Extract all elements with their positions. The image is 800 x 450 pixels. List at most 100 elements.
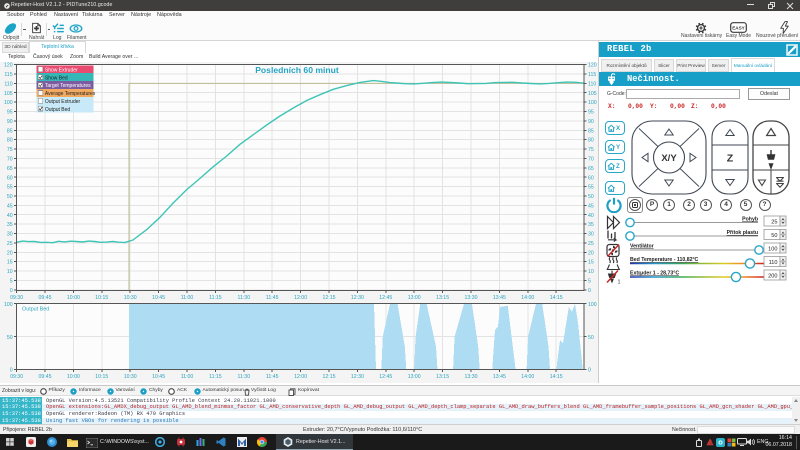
svg-text:25: 25: [588, 241, 594, 247]
svg-text:45: 45: [7, 203, 13, 209]
svg-text:11:00: 11:00: [181, 295, 194, 301]
svg-text:115: 115: [4, 72, 12, 78]
svg-text:10:00: 10:00: [67, 295, 80, 301]
svg-text:Z: Z: [727, 153, 734, 165]
svg-text:Přítok plastu: Přítok plastu: [727, 230, 758, 236]
svg-text:65: 65: [7, 166, 13, 172]
svg-text:11:30: 11:30: [237, 295, 250, 301]
svg-text:50: 50: [7, 335, 13, 341]
svg-text:115: 115: [588, 72, 596, 78]
svg-text:105: 105: [4, 91, 13, 97]
svg-text:X/Y: X/Y: [661, 153, 677, 164]
svg-text:Bed Temperature - 110,82°C: Bed Temperature - 110,82°C: [630, 257, 699, 263]
svg-text:85: 85: [588, 128, 594, 134]
svg-text:15: 15: [588, 260, 594, 266]
svg-text:35: 35: [588, 222, 594, 228]
svg-text:100: 100: [4, 302, 13, 308]
svg-text:10:00: 10:00: [67, 374, 80, 380]
svg-text:Posledních 60 minut: Posledních 60 minut: [255, 65, 339, 75]
svg-text:90: 90: [7, 119, 13, 125]
svg-text:90: 90: [588, 119, 594, 125]
svg-text:100: 100: [588, 302, 597, 308]
svg-text:35: 35: [7, 222, 13, 228]
svg-text:80: 80: [7, 138, 13, 144]
svg-text:95: 95: [588, 110, 594, 116]
svg-text:25: 25: [7, 241, 13, 247]
svg-text:40: 40: [7, 213, 13, 219]
svg-text:0: 0: [10, 288, 13, 294]
svg-text:120: 120: [588, 63, 597, 69]
svg-text:120: 120: [4, 63, 13, 69]
svg-text:14:00: 14:00: [521, 374, 534, 380]
svg-text:45: 45: [588, 203, 594, 209]
svg-text:Output Bed: Output Bed: [45, 107, 71, 113]
svg-text:13:15: 13:15: [436, 374, 449, 380]
svg-text:25: 25: [771, 220, 777, 226]
svg-text:10:30: 10:30: [124, 295, 137, 301]
svg-text:30: 30: [7, 232, 13, 238]
svg-text:12:00: 12:00: [294, 374, 307, 380]
svg-text:12:45: 12:45: [379, 374, 392, 380]
svg-text:Output Bed: Output Bed: [22, 307, 49, 313]
svg-text:105: 105: [588, 91, 597, 97]
svg-text:12:15: 12:15: [323, 374, 336, 380]
svg-text:0: 0: [588, 368, 591, 374]
svg-text:12:30: 12:30: [351, 295, 364, 301]
svg-text:10:45: 10:45: [152, 295, 165, 301]
svg-text:Extruder 1 - 28,73°C: Extruder 1 - 28,73°C: [630, 271, 679, 277]
svg-text:11:15: 11:15: [209, 295, 222, 301]
svg-text:11:30: 11:30: [237, 374, 250, 380]
svg-text:12:30: 12:30: [351, 374, 364, 380]
svg-text:12:45: 12:45: [379, 295, 392, 301]
svg-text:09:45: 09:45: [39, 295, 52, 301]
svg-text:Pohyb: Pohyb: [742, 217, 758, 223]
svg-text:100: 100: [768, 247, 777, 253]
svg-text:Ventilátor: Ventilátor: [630, 244, 654, 250]
svg-text:110: 110: [588, 81, 596, 87]
svg-text:13:45: 13:45: [493, 374, 506, 380]
svg-text:15: 15: [7, 260, 13, 266]
svg-text:5: 5: [588, 279, 591, 285]
svg-text:75: 75: [7, 147, 13, 153]
svg-text:0: 0: [10, 368, 13, 374]
svg-text:100: 100: [588, 100, 597, 106]
svg-text:60: 60: [588, 175, 594, 181]
svg-text:30: 30: [588, 232, 594, 238]
svg-text:13:15: 13:15: [436, 295, 449, 301]
svg-text:40: 40: [588, 213, 594, 219]
svg-text:5: 5: [10, 279, 13, 285]
svg-text:110: 110: [769, 260, 778, 266]
svg-text:13:00: 13:00: [408, 374, 421, 380]
svg-text:12:00: 12:00: [294, 295, 307, 301]
svg-text:50: 50: [7, 194, 13, 200]
svg-text:75: 75: [588, 147, 594, 153]
svg-text:13:45: 13:45: [493, 295, 506, 301]
svg-text:110: 110: [4, 81, 12, 87]
svg-text:20: 20: [7, 250, 13, 256]
svg-text:14:15: 14:15: [550, 295, 563, 301]
svg-text:70: 70: [588, 157, 594, 163]
svg-text:95: 95: [7, 110, 13, 116]
svg-text:10:15: 10:15: [95, 374, 108, 380]
svg-text:50: 50: [771, 233, 777, 239]
svg-text:13:00: 13:00: [408, 295, 421, 301]
svg-text:10:45: 10:45: [152, 374, 165, 380]
svg-text:11:15: 11:15: [209, 374, 222, 380]
svg-text:0: 0: [588, 288, 591, 294]
svg-text:200: 200: [768, 274, 777, 280]
svg-text:Average Temperatures: Average Temperatures: [45, 91, 96, 97]
svg-text:09:45: 09:45: [39, 374, 52, 380]
svg-text:10:15: 10:15: [95, 295, 108, 301]
svg-text:55: 55: [588, 185, 594, 191]
svg-text:10: 10: [588, 269, 594, 275]
svg-text:10:30: 10:30: [124, 374, 137, 380]
svg-text:50: 50: [588, 335, 594, 341]
svg-text:09:30: 09:30: [10, 295, 23, 301]
svg-text:Show Bed: Show Bed: [45, 75, 68, 81]
svg-text:85: 85: [7, 128, 13, 134]
svg-text:1: 1: [618, 280, 621, 286]
svg-text:55: 55: [7, 185, 13, 191]
svg-text:50: 50: [588, 194, 594, 200]
svg-text:13:30: 13:30: [465, 295, 478, 301]
svg-text:11:45: 11:45: [266, 295, 279, 301]
